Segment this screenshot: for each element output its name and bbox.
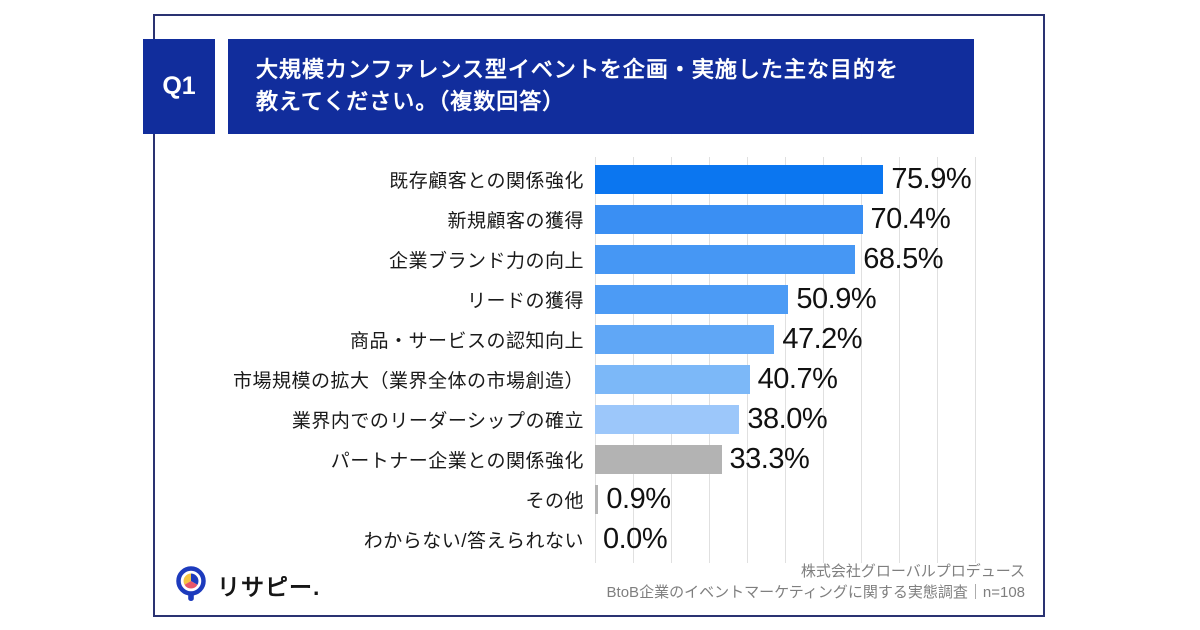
category-label: リードの獲得 [466,290,584,312]
value-label: 75.9% [891,162,972,195]
source-attribution: 株式会社グローバルプロデュース BtoB企業のイベントマーケティングに関する実態… [607,561,1025,603]
value-label: 33.3% [729,442,810,475]
chart-row: パートナー企業との関係強化 33.3% [155,439,1043,479]
bar [595,284,789,314]
value-label: 68.5% [863,242,944,275]
bar [595,324,775,354]
category-label: パートナー企業との関係強化 [330,450,584,472]
bar-area: 0.0% [595,519,1043,559]
bar [595,404,740,434]
chart-row: 業界内でのリーダーシップの確立 38.0% [155,399,1043,439]
resapi-logo: リサピー. [173,565,320,605]
chart-row: 商品・サービスの認知向上 47.2% [155,319,1043,359]
question-title-line1: 大規模カンファレンス型イベントを企画・実施した主な目的を [256,57,899,82]
bar-area: 0.9% [595,479,1043,519]
category-label: 新規顧客の獲得 [447,210,584,232]
bar-area: 70.4% [595,199,1043,239]
bar [595,164,884,194]
chart-row: 市場規模の拡大（業界全体の市場創造） 40.7% [155,359,1043,399]
category-label: 既存顧客との関係強化 [389,170,584,192]
bar [595,244,856,274]
chart-row: 新規顧客の獲得 70.4% [155,199,1043,239]
bar [595,204,863,234]
category-label: 業界内でのリーダーシップの確立 [291,410,584,432]
chart-row: 既存顧客との関係強化 75.9% [155,159,1043,199]
chart-row: わからない/答えられない 0.0% [155,519,1043,559]
chart-rows: 既存顧客との関係強化 75.9% 新規顧客の獲得 70.4% 企業ブランド力の向上 68.… [155,159,1043,559]
value-label: 0.0% [603,522,668,555]
value-label: 50.9% [796,282,877,315]
source-company: 株式会社グローバルプロデュース [800,563,1025,580]
category-label: わからない/答えられない [363,530,584,552]
question-title-line2: 教えてください。（複数回答） [256,89,566,114]
bar [595,484,599,514]
question-badge: Q1 [143,39,215,134]
survey-card: Q1 大規模カンファレンス型イベントを企画・実施した主な目的を 教えてください。… [143,14,1045,617]
chart-row: その他 0.9% [155,479,1043,519]
source-survey: BtoB企業のイベントマーケティングに関する実態調査｜n=108 [606,584,1025,601]
category-label: 市場規模の拡大（業界全体の市場創造） [232,370,584,392]
value-label: 47.2% [782,322,863,355]
bar-area: 40.7% [595,359,1043,399]
bar-area: 33.3% [595,439,1043,479]
value-label: 0.9% [606,482,671,515]
bar-area: 38.0% [595,399,1043,439]
value-label: 40.7% [757,362,838,395]
bar [595,364,750,394]
resapi-pie-pin-icon [176,566,206,601]
category-label: 企業ブランド力の向上 [388,250,584,272]
chart-row: 企業ブランド力の向上 68.5% [155,239,1043,279]
bar [595,444,722,474]
logo-text: リサピー. [217,574,321,600]
chart-row: リードの獲得 50.9% [155,279,1043,319]
bar-chart: 既存顧客との関係強化 75.9% 新規顧客の獲得 70.4% 企業ブランド力の向上 68.… [155,157,1043,563]
category-label: その他 [525,490,584,512]
value-label: 70.4% [870,202,951,235]
category-label: 商品・サービスの認知向上 [349,330,584,352]
question-title-box: 大規模カンファレンス型イベントを企画・実施した主な目的を 教えてください。（複数… [228,39,974,134]
bar-area: 75.9% [595,159,1043,199]
value-label: 38.0% [747,402,828,435]
bar-area: 47.2% [595,319,1043,359]
bar-area: 68.5% [595,239,1043,279]
bar-area: 50.9% [595,279,1043,319]
